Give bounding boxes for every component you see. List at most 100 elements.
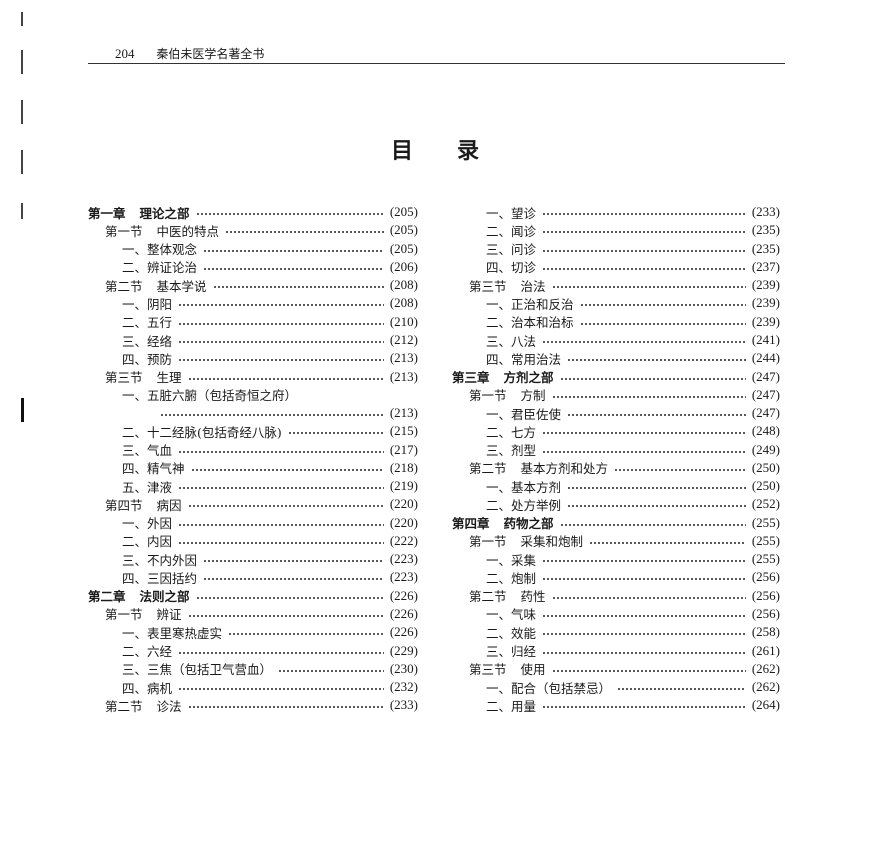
dot-leader	[178, 688, 384, 691]
toc-item-entry[interactable]: 二、六经 (229)	[88, 641, 418, 660]
toc-section-entry[interactable]: 第三节 治法 (239)	[452, 276, 780, 294]
toc-item-entry[interactable]: 一、正治和反治 (239)	[452, 294, 780, 312]
toc-item-entry[interactable]: 一、基本方剂 (250)	[452, 477, 780, 495]
toc-section-entry[interactable]: 第二节 基本方剂和处方 (250)	[452, 459, 780, 477]
scan-edge-mark	[21, 203, 23, 219]
toc-section-entry[interactable]: 第二节 基本学说 (208)	[88, 276, 418, 294]
toc-item-entry[interactable]: 一、整体观念 (205)	[88, 240, 418, 258]
entry-title: 使用	[520, 662, 546, 678]
toc-item-entry[interactable]: 二、效能 (258)	[452, 623, 780, 641]
dot-leader	[617, 688, 746, 691]
toc-item-entry[interactable]: 三、问诊 (235)	[452, 240, 780, 258]
toc-section-entry[interactable]: 第一节 中医的特点 (205)	[88, 221, 418, 239]
toc-item-entry[interactable]: 三、经络 (212)	[88, 331, 418, 349]
entry-number: 第二节	[105, 698, 143, 714]
toc-item-entry[interactable]: 三、八法 (241)	[452, 331, 780, 349]
entry-title: 三、八法	[486, 333, 537, 349]
toc-chapter-entry[interactable]: 第一章 理论之部 (205)	[88, 203, 418, 221]
toc-item-entry[interactable]: 一、望诊 (233)	[452, 203, 780, 221]
toc-item-entry[interactable]: 二、辨证论治 (206)	[88, 258, 418, 276]
entry-title: 生理	[156, 370, 182, 386]
toc-item-entry[interactable]: 四、预防 (213)	[88, 349, 418, 367]
title-char: 目	[390, 138, 413, 164]
entry-page-number: (218)	[389, 459, 418, 475]
toc-item-entry[interactable]: 二、内因 (222)	[88, 532, 418, 550]
toc-item-entry[interactable]: 四、精气神 (218)	[88, 459, 418, 477]
toc-item-entry[interactable]: 一、表里寒热虚实 (226)	[88, 623, 418, 641]
toc-item-entry[interactable]: 二、炮制 (256)	[452, 568, 780, 586]
toc-item-entry[interactable]: 四、病机 (232)	[88, 678, 418, 696]
dot-leader	[287, 432, 384, 435]
entry-title: 一、外因	[122, 516, 173, 532]
toc-item-entry[interactable]: 一、外因 (220)	[88, 514, 418, 532]
toc-item-entry[interactable]: 三、气血 (217)	[88, 440, 418, 459]
toc-section-entry[interactable]: 第一节 方制 (247)	[452, 386, 780, 404]
toc-item-entry[interactable]: 一、阴阳 (208)	[88, 294, 418, 312]
entry-page-number: (208)	[389, 295, 418, 311]
dot-leader	[203, 267, 384, 270]
toc-item-entry[interactable]: 四、常用治法 (244)	[452, 349, 780, 367]
toc-section-entry[interactable]: 第一节 辨证 (226)	[88, 605, 418, 623]
toc-item-entry[interactable]: 一、五脏六腑（包括奇恒之府）	[88, 386, 418, 404]
toc-item-entry[interactable]: 二、七方 (248)	[452, 422, 780, 440]
toc-section-entry[interactable]: 第三节 生理 (213)	[88, 367, 418, 386]
toc-item-entry[interactable]: 三、剂型 (249)	[452, 440, 780, 459]
toc-left-column: 第一章 理论之部 (205) 第一节 中医的特点 (205) 一、整体观念 (205) 二、辨证…	[88, 203, 418, 714]
dot-leader	[567, 487, 746, 490]
dot-leader	[542, 340, 746, 343]
entry-page-number: (261)	[751, 642, 780, 658]
toc-item-entry[interactable]: 五、津液 (219)	[88, 477, 418, 495]
toc-section-entry[interactable]: 第三节 使用 (262)	[452, 660, 780, 678]
toc-item-entry[interactable]: 四、三因括约 (223)	[88, 568, 418, 586]
toc-item-entry[interactable]: 四、切诊 (237)	[452, 258, 780, 276]
toc-item-entry[interactable]: 三、归经 (261)	[452, 641, 780, 660]
entry-page-number: (241)	[751, 331, 780, 347]
entry-page-number: (219)	[389, 478, 418, 494]
dot-leader	[542, 267, 746, 270]
toc-chapter-entry[interactable]: 第二章 法则之部 (226)	[88, 587, 418, 605]
dot-leader	[212, 286, 384, 289]
dot-leader	[203, 578, 384, 581]
toc-section-entry[interactable]: 第一节 采集和炮制 (255)	[452, 532, 780, 550]
toc-item-entry[interactable]: 二、治本和治标 (239)	[452, 313, 780, 331]
entry-title: 中医的特点	[156, 223, 220, 239]
dot-leader	[551, 395, 746, 398]
dot-leader	[187, 614, 384, 617]
entry-title: 基本方剂和处方	[520, 461, 609, 477]
toc-item-entry[interactable]: 三、三焦（包括卫气营血） (230)	[88, 660, 418, 678]
toc-item-entry[interactable]: 二、闻诊 (235)	[452, 221, 780, 239]
dot-leader	[178, 651, 384, 654]
toc-chapter-entry[interactable]: 第三章 方剂之部 (247)	[452, 367, 780, 386]
entry-title: 二、七方	[486, 424, 537, 440]
dot-leader	[195, 213, 384, 216]
toc-item-entry[interactable]: 三、不内外因 (223)	[88, 550, 418, 568]
toc-item-entry[interactable]: 一、气味 (256)	[452, 605, 780, 623]
entry-page-number: (235)	[751, 240, 780, 256]
entry-page-number: (232)	[389, 679, 418, 695]
entry-title: 理论之部	[139, 205, 190, 221]
toc-section-entry[interactable]: 第四节 病因 (220)	[88, 495, 418, 513]
toc-item-entry[interactable]: 一、君臣佐使 (247)	[452, 404, 780, 422]
toc-item-entry[interactable]: 二、十二经脉(包括奇经八脉) (215)	[88, 422, 418, 440]
toc-chapter-entry[interactable]: 第四章 药物之部 (255)	[452, 514, 780, 532]
toc-item-entry[interactable]: 二、处方举例 (252)	[452, 495, 780, 513]
toc-section-entry[interactable]: 第二节 药性 (256)	[452, 587, 780, 605]
entry-page-number: (247)	[751, 386, 780, 402]
scan-edge-mark	[21, 100, 23, 124]
dot-leader	[559, 377, 746, 380]
entry-page-number: (208)	[389, 277, 418, 293]
toc-entry-continuation[interactable]: (213)	[88, 404, 418, 422]
toc-item-entry[interactable]: 一、配合（包括禁忌） (262)	[452, 678, 780, 696]
entry-title: 二、用量	[486, 698, 537, 714]
toc-item-entry[interactable]: 二、用量 (264)	[452, 696, 780, 714]
toc-section-entry[interactable]: 第二节 诊法 (233)	[88, 696, 418, 714]
entry-title: 治法	[520, 278, 546, 294]
entry-title: 基本学说	[156, 278, 207, 294]
entry-title: 二、五行	[122, 315, 173, 331]
toc-item-entry[interactable]: 二、五行 (210)	[88, 313, 418, 331]
toc-item-entry[interactable]: 一、采集 (255)	[452, 550, 780, 568]
entry-number: 第二节	[105, 278, 143, 294]
entry-title: 三、归经	[486, 644, 537, 660]
entry-title: 三、问诊	[486, 242, 537, 258]
scan-edge-mark	[21, 12, 23, 26]
